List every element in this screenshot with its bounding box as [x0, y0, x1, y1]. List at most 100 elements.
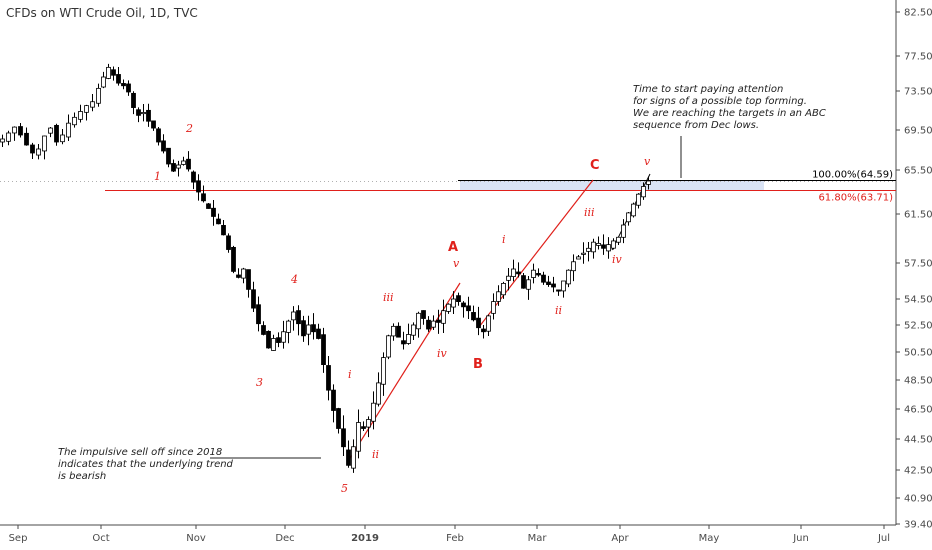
price-tick-label: 42.50 — [904, 466, 932, 477]
candle-body — [561, 280, 566, 292]
candle-body — [116, 74, 121, 84]
candle-body — [481, 328, 486, 333]
price-tick-label: 69.50 — [904, 126, 932, 137]
wave-label-4: 4 — [290, 273, 298, 286]
candle-body — [396, 325, 401, 338]
candle-body — [446, 303, 451, 312]
candle-body — [286, 320, 291, 333]
time-tick-label: Mar — [528, 533, 548, 544]
candle-body — [72, 116, 77, 126]
wave-label-a-iii: iii — [383, 291, 394, 304]
candle-body — [42, 135, 47, 152]
candle-body — [491, 301, 496, 314]
wave-label-c-i: i — [502, 233, 506, 246]
top-note-line-2: for signs of a possible top forming. — [633, 96, 807, 107]
candle-body — [516, 271, 521, 275]
candle-body — [426, 319, 431, 330]
candle-body — [101, 76, 106, 88]
candle-body — [30, 144, 35, 154]
candle-body — [96, 87, 101, 104]
fib-100-label: 100.00%(64.59) — [812, 170, 893, 181]
candle-body — [461, 302, 466, 308]
candle-body — [211, 207, 216, 217]
candle-body — [306, 324, 311, 335]
candle-body — [531, 269, 536, 278]
candle-body — [176, 164, 181, 169]
candle-body — [406, 334, 411, 344]
top-note-line-3: We are reaching the targets in an ABC — [633, 108, 826, 119]
chart-title: CFDs on WTI Crude Oil, 1D, TVC — [6, 6, 198, 20]
candle-body — [391, 325, 396, 337]
candle-body — [90, 101, 95, 108]
wave-label-c-v: v — [644, 155, 651, 168]
candle-body — [12, 126, 17, 134]
candle-body — [576, 256, 581, 260]
candle-body — [356, 422, 361, 452]
candle-body — [246, 269, 251, 290]
candle-body — [296, 310, 301, 325]
bottom-note-line-1: The impulsive sell off since 2018 — [58, 447, 222, 458]
wave-label-1: 1 — [154, 170, 161, 183]
candle-body — [536, 273, 541, 276]
candle-body — [78, 111, 83, 120]
wave-label-a-iv: iv — [437, 347, 448, 360]
candle-body — [84, 105, 89, 113]
candle-body — [186, 158, 191, 170]
price-tick-label: 65.50 — [904, 166, 932, 177]
candle-body — [551, 283, 556, 288]
candle-body — [361, 426, 366, 429]
candle-body — [621, 224, 626, 238]
candle-body — [311, 324, 316, 333]
candle-body — [371, 402, 376, 422]
time-tick-label: Feb — [446, 533, 464, 544]
fib-target-zone — [460, 180, 764, 191]
candle-body — [376, 382, 381, 405]
candle-body — [591, 241, 596, 253]
candle-body — [321, 334, 326, 365]
candle-body — [24, 132, 29, 146]
candle-body — [451, 298, 456, 308]
candle-body — [191, 171, 196, 183]
price-tick-label: 77.50 — [904, 52, 932, 63]
fib-618-label: 61.80%(63.71) — [818, 193, 893, 204]
candle-body — [0, 138, 5, 143]
wave-label-2: 2 — [185, 122, 193, 135]
candle-body — [586, 247, 591, 252]
candle-body — [251, 289, 256, 309]
candle-body — [636, 193, 641, 206]
candle-body — [641, 186, 646, 198]
price-tick-label: 48.50 — [904, 376, 932, 387]
candle-body — [566, 269, 571, 285]
candle-body — [271, 338, 276, 351]
candle-body — [171, 163, 176, 172]
candle-body — [136, 109, 141, 116]
candle-body — [341, 428, 346, 448]
time-tick-label: Nov — [186, 533, 206, 544]
candle-body — [106, 66, 111, 79]
time-tick-label: Sep — [9, 533, 28, 544]
candle-body — [126, 83, 131, 93]
candle-body — [156, 128, 161, 143]
candle-body — [441, 310, 446, 324]
candlestick-series — [0, 63, 651, 473]
candle-body — [60, 134, 65, 143]
price-tick-label: 46.50 — [904, 405, 932, 416]
wave-label-a-v: v — [453, 257, 460, 270]
candle-body — [601, 244, 606, 249]
candle-body — [571, 261, 576, 272]
candle-body — [556, 289, 561, 292]
candle-body — [291, 311, 296, 321]
candle-body — [166, 147, 171, 165]
price-tick-label: 82.50 — [904, 8, 932, 19]
candle-body — [611, 240, 616, 249]
time-tick-label: Jul — [877, 533, 890, 544]
candle-body — [276, 337, 281, 343]
candle-body — [196, 180, 201, 193]
candle-body — [416, 312, 421, 330]
candle-body — [231, 246, 236, 272]
price-tick-label: 57.50 — [904, 259, 932, 270]
price-tick-label: 73.50 — [904, 87, 932, 98]
candle-body — [631, 203, 636, 217]
candle-body — [206, 203, 211, 209]
